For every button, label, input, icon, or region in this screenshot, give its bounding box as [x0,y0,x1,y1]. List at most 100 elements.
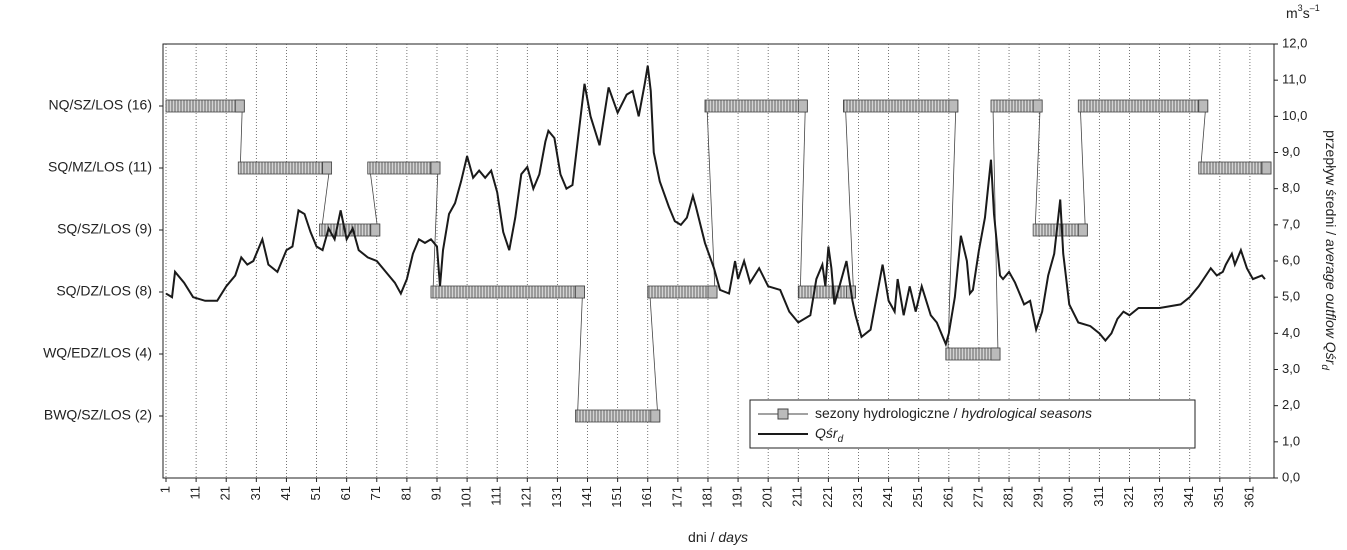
y-tick-label: 3,0 [1282,361,1300,376]
y-tick-label: 7,0 [1282,216,1300,231]
x-tick-label: 91 [428,486,443,500]
x-tick-label: 31 [248,486,263,500]
x-tick-label: 131 [549,486,564,508]
x-tick-label: 61 [338,486,353,500]
season-connector [432,167,439,293]
y-tick-label: 6,0 [1282,252,1300,267]
x-tick-label: 271 [970,486,985,508]
unit-label: m3s–1 [1286,3,1320,20]
season-connector [1200,105,1207,169]
legend-box [749,399,1196,449]
season-connector [947,105,957,355]
y-left-label: SQ/MZ/LOS (11) [48,159,152,175]
y-tick-label: 12,0 [1282,35,1307,50]
x-tick-label: 211 [790,486,805,507]
season-bar [575,409,661,423]
season-end-marker [1032,99,1043,113]
season-end-marker [1261,161,1272,175]
y-tick-label: 9,0 [1282,144,1300,159]
x-tick-label: 51 [308,486,323,500]
season-bar [704,99,808,113]
x-tick-label: 201 [760,486,775,508]
x-tick-label: 261 [940,486,955,508]
x-tick-label: 171 [669,486,684,508]
x-tick-label: 341 [1181,486,1196,508]
season-connector [1034,105,1041,231]
x-tick-label: 361 [1241,486,1256,508]
season-end-marker [430,161,441,175]
x-tick-label: 251 [910,486,925,508]
legend-flow-label-part: d [838,434,844,445]
x-tick-label: 221 [820,486,835,508]
season-end-marker [234,99,245,113]
unit-label-part: s [1303,5,1310,21]
season-connector [321,167,331,231]
x-tick-label: 291 [1031,486,1046,508]
y-tick-label: 10,0 [1282,108,1307,123]
y-tick-label: 11,0 [1282,72,1306,87]
season-connector [239,105,243,169]
x-tick-label: 121 [519,486,534,508]
season-end-marker [990,347,1001,361]
unit-label-part: 3 [1298,3,1303,13]
season-end-marker [575,285,585,299]
x-tick-label: 111 [489,486,504,506]
x-tick-label: 281 [1000,486,1015,508]
season-bar [430,285,585,299]
season-connector [706,105,716,293]
season-bar [367,161,441,175]
season-bar [237,161,333,175]
legend-flow-label: Qśrd [815,425,844,445]
y-tick-label: 2,0 [1282,397,1300,412]
season-end-marker [948,99,959,113]
y-left-label: NQ/SZ/LOS (16) [49,97,152,113]
y-left-label: BWQ/SZ/LOS (2) [44,407,152,423]
y-axis-label-part: przepływ średni / [1323,130,1339,239]
season-end-marker [650,409,661,423]
x-tick-label: 241 [880,486,895,508]
x-axis-label-part: dni / [688,529,718,545]
y-left-label: WQ/EDZ/LOS (4) [43,345,152,361]
x-tick-label: 301 [1061,486,1076,508]
flow-line [165,65,1266,348]
season-connector [845,105,854,293]
legend-season-label-part: hydrological seasons [961,405,1092,421]
season-connector [799,105,806,293]
season-connector [1079,105,1086,231]
season-connector [649,291,659,417]
season-end-marker [797,99,808,113]
x-tick-label: 151 [609,486,624,508]
y-tick-label: 8,0 [1282,180,1300,195]
y-axis-label: przepływ średni / average outflow Qśrd [1319,130,1339,370]
season-connector [577,291,583,417]
unit-label-part: m [1286,5,1298,21]
season-bar [1198,161,1272,175]
x-tick-label: 181 [699,486,714,508]
x-axis-label-part: days [718,529,748,545]
x-tick-label: 161 [639,486,654,508]
x-tick-label: 311 [1091,486,1106,507]
season-bar [843,99,959,113]
x-tick-label: 331 [1151,486,1166,508]
y-left-label: SQ/SZ/LOS (9) [57,221,152,237]
season-connector [369,167,379,231]
x-tick-label: 231 [850,486,865,508]
y-tick-label: 0,0 [1282,469,1300,484]
x-tick-label: 71 [368,486,383,500]
x-tick-label: 141 [579,486,594,508]
x-tick-label: 321 [1121,486,1136,508]
x-tick-label: 21 [218,486,233,500]
x-tick-label: 11 [188,486,203,500]
legend-season-label: sezony hydrologiczne / hydrological seas… [815,405,1092,421]
x-tick-label: 101 [459,486,474,508]
season-end-marker [707,285,718,299]
x-axis-label: dni / days [688,529,748,545]
y-tick-label: 4,0 [1282,325,1300,340]
season-end-marker [1077,223,1088,237]
x-tick-label: 81 [398,486,413,500]
y-tick-label: 5,0 [1282,289,1300,304]
season-end-marker [370,223,381,237]
y-tick-label: 1,0 [1282,433,1300,448]
season-bar [165,99,245,113]
